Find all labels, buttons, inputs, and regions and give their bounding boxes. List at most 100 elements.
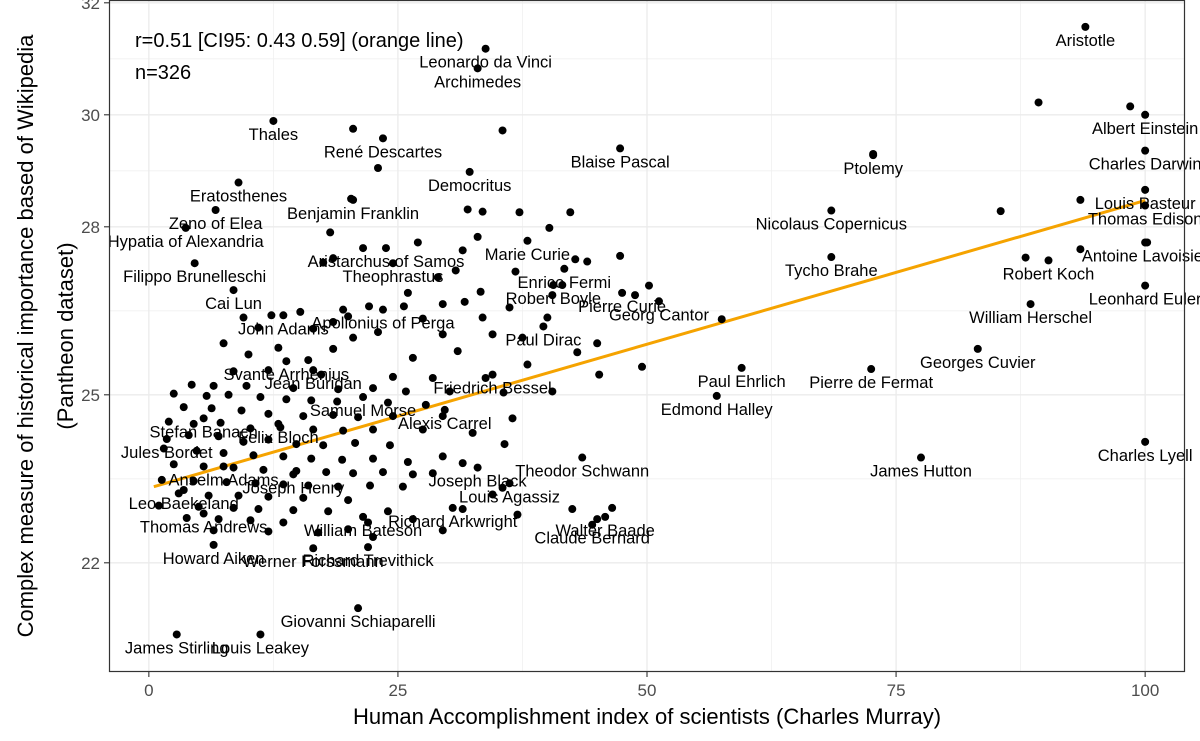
scatter-point (279, 452, 288, 461)
point-label: William Herschel (969, 309, 1092, 327)
scatter-point (1126, 102, 1135, 111)
point-label: Filippo Brunelleschi (123, 268, 266, 286)
scatter-point-labeled (1141, 146, 1150, 155)
scatter-point (566, 208, 575, 217)
scatter-point-labeled (234, 178, 243, 187)
scatter-point (244, 350, 253, 359)
y-axis-title-line-1: Complex measure of historical importance… (13, 34, 38, 638)
scatter-point (192, 446, 201, 455)
point-label: René Descartes (324, 143, 442, 161)
scatter-point-labeled (354, 604, 363, 613)
y-axis-title-line-2: (Pantheon dataset) (53, 242, 78, 429)
grid-major-lines (109, 0, 1185, 672)
scatter-point (369, 454, 378, 463)
point-label: Eratosthenes (190, 188, 287, 206)
scatter-point-labeled (179, 486, 188, 494)
point-label: Democritus (428, 177, 511, 195)
scatter-point (292, 440, 301, 449)
scatter-point (264, 366, 273, 375)
point-label: Louis Leakey (212, 639, 310, 657)
scatter-point-labeled (289, 470, 298, 479)
point-label: Georg Cantor (609, 306, 709, 324)
scatter-point (383, 507, 392, 516)
y-tick-label: 25 (81, 386, 100, 405)
scatter-point (500, 440, 509, 449)
point-label: Blaise Pascal (571, 153, 670, 171)
scatter-point (418, 314, 427, 323)
scatter-point (365, 302, 374, 311)
scatter-point-labeled (1141, 437, 1150, 446)
y-tick-label: 28 (81, 218, 100, 237)
scatter-point (239, 313, 248, 322)
scatter-point (558, 281, 567, 290)
scatter-point-labeled (588, 520, 597, 529)
scatter-point (279, 518, 288, 527)
scatter-point-labeled (388, 259, 397, 268)
scatter-point (239, 437, 248, 446)
point-label: Svante Arrhenius (224, 366, 350, 384)
scatter-point-labeled (867, 365, 876, 374)
point-label: Claude Bernard (534, 530, 650, 548)
scatter-point (214, 515, 223, 524)
scatter-point (319, 258, 328, 267)
scatter-point (264, 435, 273, 444)
scatter-point (334, 385, 343, 394)
scatter-point (307, 396, 316, 405)
scatter-point (219, 449, 228, 458)
scatter-point (515, 208, 524, 217)
scatter-point-labeled (364, 543, 373, 552)
scatter-point (329, 318, 338, 326)
scatter-point-labeled (359, 512, 368, 521)
scatter-point-labeled (172, 630, 181, 639)
scatter-point-labeled (616, 144, 625, 153)
scatter-point-labeled (1141, 110, 1150, 119)
scatter-point (996, 207, 1005, 216)
point-label: Richard Arkwright (388, 513, 518, 531)
scatter-point (219, 339, 228, 348)
scatter-point (349, 469, 358, 478)
scatter-point (254, 505, 263, 514)
scatter-point (314, 528, 323, 537)
scatter-point (267, 311, 276, 320)
point-label: William Bateson (304, 522, 422, 540)
plot-panel-border (108, 0, 1186, 673)
scatter-point (595, 370, 604, 379)
scatter-point (251, 479, 260, 488)
scatter-point (398, 482, 407, 491)
point-label: Werner Forssmann (243, 553, 384, 571)
scatter-point (513, 510, 522, 519)
scatter-point (438, 452, 447, 461)
scatter-point (458, 505, 467, 514)
point-label: Samuel Morse (310, 402, 416, 420)
scatter-point (1034, 98, 1043, 107)
scatter-point-labeled (473, 463, 482, 472)
scatter-point-labeled (1026, 300, 1035, 309)
scatter-point (428, 469, 437, 478)
scatter-point (309, 324, 318, 333)
scatter-point (154, 501, 163, 510)
point-label: Felix Bloch (238, 429, 319, 447)
point-label: Georges Cuvier (920, 354, 1036, 372)
scatter-point (364, 518, 373, 527)
scatter-point (274, 343, 283, 352)
scatter-point (399, 302, 408, 311)
scatter-point-labeled (827, 206, 836, 215)
scatter-point (234, 491, 243, 500)
scatter-point (289, 384, 298, 393)
scatter-point (418, 425, 427, 434)
scatter-point (264, 409, 273, 418)
scatter-point (326, 228, 335, 237)
point-label: Edmond Halley (661, 401, 774, 419)
scatter-point (304, 481, 313, 490)
scatter-point (344, 525, 353, 534)
scatter-point-labeled (618, 288, 627, 297)
scatter-point (187, 380, 196, 389)
point-label: Richard Trevithick (302, 552, 434, 570)
scatter-point (329, 410, 338, 419)
scatter-point (388, 372, 397, 381)
scatter-point (438, 330, 447, 339)
point-label: Aristarchus of Samos (308, 253, 465, 271)
scatter-point (304, 356, 313, 365)
scatter-point (189, 419, 198, 428)
point-label: Jean Buridan (265, 375, 362, 393)
